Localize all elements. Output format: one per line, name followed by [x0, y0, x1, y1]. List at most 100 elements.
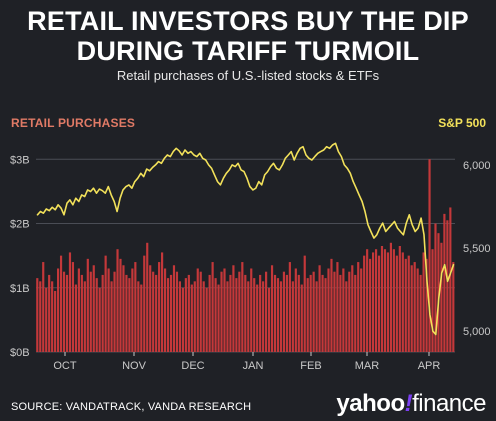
x-tick-label: FEB — [300, 360, 321, 372]
y-right-tick-label: 6,000 — [463, 160, 491, 172]
bar — [321, 274, 324, 352]
bar — [95, 278, 98, 352]
bar — [339, 274, 342, 352]
bar — [48, 274, 51, 352]
bar — [101, 274, 104, 352]
bar — [259, 274, 262, 352]
bar — [395, 255, 398, 352]
bar — [348, 271, 351, 352]
bar — [244, 274, 247, 352]
source-note: SOURCE: VANDATRACK, VANDA RESEARCH — [11, 401, 252, 413]
bar — [155, 274, 158, 352]
bar — [369, 258, 372, 352]
bar — [137, 281, 140, 352]
bar — [57, 268, 60, 352]
bar — [410, 265, 413, 352]
bar — [187, 274, 190, 352]
y-right-tick-label: 5,000 — [463, 326, 491, 338]
bar — [65, 274, 69, 352]
bar — [279, 281, 283, 352]
yahoo-finance-logo: yahoo!finance — [336, 390, 486, 417]
bar — [220, 271, 223, 352]
bar — [172, 265, 176, 352]
bar — [288, 262, 291, 352]
bar — [202, 281, 205, 352]
bar — [247, 281, 250, 352]
bar — [351, 265, 354, 352]
bar — [333, 271, 336, 352]
bar — [360, 268, 363, 352]
title-line-2: DURING TARIFF TURMOIL — [76, 36, 420, 66]
bar — [241, 262, 244, 352]
x-tick-label: MAR — [355, 360, 380, 372]
bar — [354, 274, 357, 352]
bar — [357, 262, 360, 352]
bar — [214, 278, 217, 352]
bar — [125, 274, 128, 352]
bar — [345, 281, 348, 352]
bar — [71, 262, 75, 352]
bar — [178, 281, 182, 352]
bar — [45, 287, 48, 352]
bar — [267, 287, 271, 352]
bar — [205, 287, 208, 352]
bar — [238, 271, 241, 352]
bar — [140, 284, 143, 352]
left-axis-label: RETAIL PURCHASES — [11, 116, 136, 130]
bar — [39, 281, 42, 352]
bar — [374, 249, 378, 352]
x-tick-label: DEC — [181, 360, 204, 372]
bar — [169, 274, 173, 352]
bar — [152, 271, 155, 352]
bar — [232, 265, 235, 352]
bar — [163, 268, 167, 352]
bar — [285, 274, 288, 352]
bar — [190, 284, 193, 352]
bar — [413, 262, 416, 352]
bar — [419, 274, 422, 352]
bar — [383, 249, 387, 352]
bar — [122, 265, 125, 352]
bar — [211, 262, 214, 352]
y-left-tick-label: $2B — [10, 219, 30, 231]
bar — [119, 258, 122, 352]
bar — [449, 207, 452, 352]
bar — [86, 258, 89, 352]
bar — [407, 255, 410, 352]
bar — [398, 246, 401, 352]
bar — [253, 278, 256, 352]
bar — [291, 281, 294, 352]
bar — [83, 281, 86, 352]
bar — [208, 274, 211, 352]
bar — [300, 284, 303, 352]
bar — [386, 252, 390, 352]
bar — [128, 278, 131, 352]
bar — [371, 252, 375, 352]
bar — [110, 281, 113, 352]
x-tick-label: APR — [418, 360, 441, 372]
bar — [303, 255, 306, 352]
x-tick-label: OCT — [53, 360, 77, 372]
bar — [401, 252, 404, 352]
bar — [104, 255, 107, 352]
bar — [282, 271, 286, 352]
bar — [428, 159, 431, 352]
bar — [270, 265, 274, 352]
bar — [416, 268, 419, 352]
bar — [229, 274, 232, 352]
bar — [98, 287, 101, 352]
bar — [199, 271, 202, 352]
sp500-line — [36, 142, 455, 336]
bar — [158, 262, 161, 352]
bar — [181, 287, 184, 352]
bar — [380, 246, 384, 352]
bar — [107, 268, 110, 352]
bar — [315, 281, 318, 352]
bar — [143, 255, 146, 352]
bar — [149, 265, 152, 352]
bar — [42, 262, 45, 352]
bar — [431, 249, 434, 352]
bar — [446, 220, 449, 352]
bar — [452, 262, 455, 352]
